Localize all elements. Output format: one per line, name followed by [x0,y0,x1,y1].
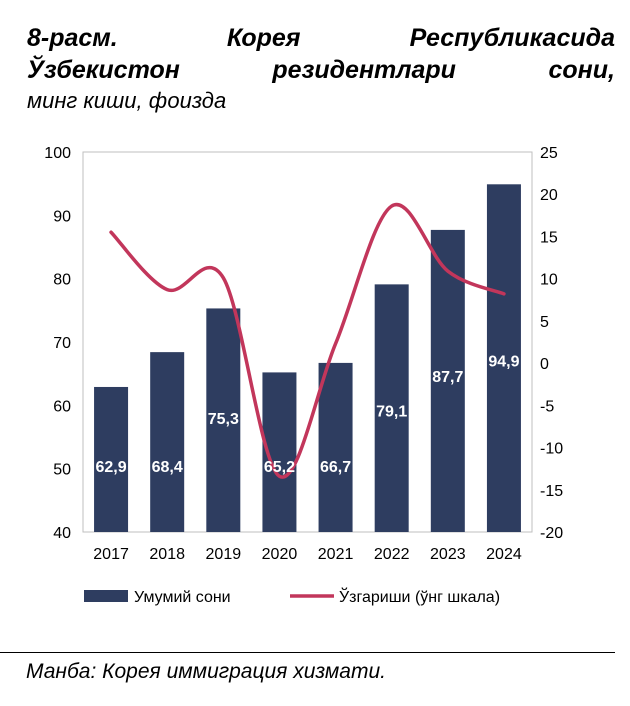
plot-area-border [82,151,533,533]
y2-axis-tick-label: -5 [540,398,554,415]
y2-axis-tick-label: 20 [540,187,558,204]
chart-subtitle: минг киши, фоизда [27,88,227,113]
bar [486,184,521,533]
data-label: 79,1 [376,403,407,420]
data-label: 94,9 [488,353,519,370]
title-word: сони, [548,56,615,84]
title-word: Ўзбекистон [27,56,180,84]
series-line [109,202,506,479]
y2-axis-tick-label: 25 [540,145,558,162]
x-axis-tick-label: 2018 [149,546,185,563]
y-axis-tick-label: 90 [53,208,71,225]
title-word: 8-расм. [27,24,118,52]
data-label: 75,3 [208,411,239,428]
data-label: 87,7 [432,369,463,386]
legend-swatch-bar [84,590,128,602]
source-note: Манба: Корея иммиграция хизмати. [26,660,386,683]
bar [318,362,353,532]
x-axis-tick-label: 2021 [318,546,354,563]
y2-axis-tick-label: 5 [540,314,549,331]
x-axis-tick-label: 2024 [486,546,522,563]
chart-svg: 1009080706050402520151050-5-10-15-2062,9… [44,145,563,606]
y2-axis-tick-label: -15 [540,483,563,500]
bar [430,229,465,532]
y-axis-tick-label: 70 [53,335,71,352]
title-line-2: Ўзбекистон резидентлари сони, [27,54,615,86]
y-axis-tick-label: 40 [53,525,71,542]
y2-axis-tick-label: 0 [540,356,549,373]
chart-title: 8-расм. Корея Республикасида Ўзбекистон … [27,22,615,116]
title-line-1: 8-расм. Корея Республикасида [27,22,615,54]
bar [206,308,241,532]
x-axis-tick-label: 2017 [93,546,129,563]
data-label: 62,9 [95,459,126,476]
data-label: 68,4 [152,459,183,476]
x-axis-tick-label: 2023 [430,546,466,563]
data-label: 66,7 [320,459,351,476]
divider-line [0,652,615,653]
y-axis-tick-label: 50 [53,462,71,479]
bar [94,386,129,532]
y2-axis-tick-label: -20 [540,525,563,542]
title-word: Корея [226,24,301,52]
bar [374,284,409,532]
legend-label: Ўзгариши (ўнг шкала) [339,586,500,606]
title-word: Республикасида [409,24,615,52]
x-axis-tick-label: 2020 [262,546,298,563]
y-axis-tick-label: 80 [53,272,71,289]
bar [150,352,185,532]
y2-axis-tick-label: 15 [540,229,558,246]
y2-axis-tick-label: -10 [540,441,563,458]
title-word: резидентлари [272,56,456,84]
x-axis-tick-label: 2022 [374,546,410,563]
legend-label: Умумий сони [134,589,231,606]
y2-axis-tick-label: 10 [540,272,558,289]
y-axis-tick-label: 100 [44,145,71,162]
y-axis-tick-label: 60 [53,398,71,415]
data-label: 65,2 [264,459,295,476]
x-axis-tick-label: 2019 [206,546,242,563]
